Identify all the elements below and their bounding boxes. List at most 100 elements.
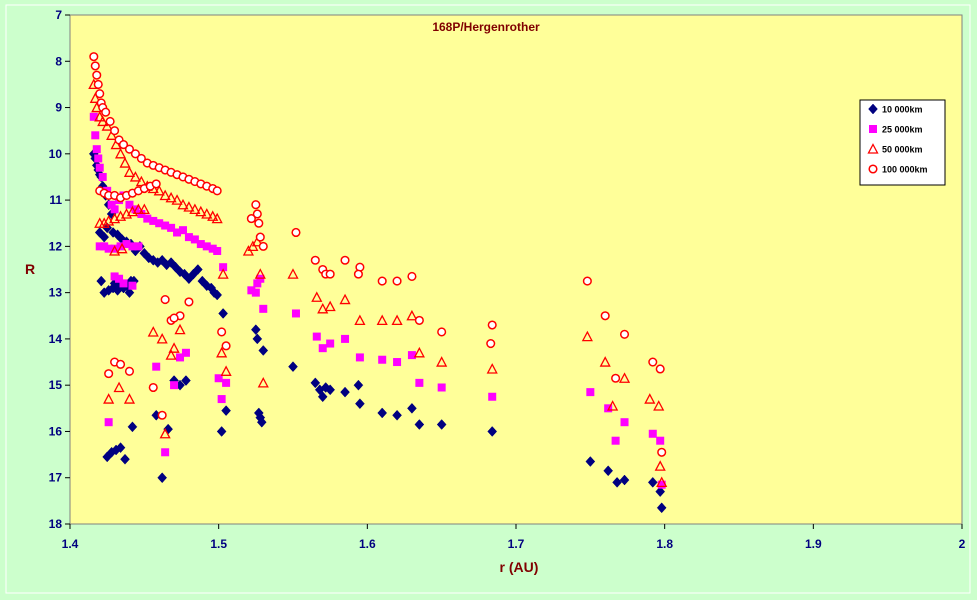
data-point [340,255,350,265]
data-point [217,268,229,279]
data-point [312,332,321,341]
data-point [291,309,300,318]
data-point [94,110,106,122]
data-point [221,341,231,351]
data-point [110,126,120,136]
data-point [219,263,228,272]
data-point [612,476,622,488]
data-point [125,200,134,209]
data-point [189,203,201,214]
data-point [353,379,364,391]
x-axis-ticks: 1.4 1.5 1.6 1.7 1.8 1.9 2 [62,524,966,551]
legend-label: 100 000km [882,165,928,175]
data-point [113,381,125,393]
data-point [190,235,199,244]
data-point [155,219,164,228]
data-point [252,333,263,345]
data-point [324,300,336,312]
data-point [167,223,176,232]
data-point [101,107,111,117]
data-point [119,279,128,288]
data-point [114,147,127,159]
x-tick-label: 1.4 [62,537,79,551]
data-point [317,302,329,314]
y-tick-label: 7 [55,8,62,22]
data-point [153,184,165,196]
data-point [377,407,388,419]
data-point [486,363,498,374]
data-point [174,323,186,335]
data-point [415,378,424,387]
data-point [251,200,261,210]
y-tick-label: 11 [49,193,62,207]
data-point [89,112,98,121]
data-point [151,179,161,189]
data-point [98,172,107,181]
data-point [110,272,119,281]
y-tick-label: 15 [49,378,63,392]
data-point [648,357,658,367]
data-point [120,453,130,465]
y-tick-label: 8 [55,54,62,68]
data-point [98,217,110,228]
data-point [157,410,167,420]
data-point [611,436,620,445]
data-point [184,233,193,242]
data-point [103,393,115,404]
data-point [376,314,388,326]
legend-label: 50 000km [882,145,923,155]
data-point [655,486,666,497]
data-point [147,326,159,337]
data-point [255,232,265,242]
series-1 [89,112,666,489]
data-point [288,361,298,373]
data-point [644,393,656,404]
data-point [317,391,328,403]
data-point [89,52,99,62]
data-point [138,203,150,214]
chart-title: 168P/Hergenrother [432,20,540,34]
data-point [178,226,187,235]
data-point [414,315,424,325]
data-point [437,383,446,392]
data-point [211,212,223,224]
data-point [160,295,170,305]
data-point [586,388,595,397]
data-point [656,502,667,514]
data-point [341,334,350,343]
data-point [291,227,301,238]
data-point [355,398,365,410]
data-point [176,353,185,362]
data-point [159,427,171,439]
data-point [116,242,128,254]
data-point [340,386,350,398]
data-point [256,416,267,428]
data-point [414,419,425,430]
data-point [202,242,211,251]
data-point [600,311,610,321]
data-point [407,402,417,414]
data-point [130,149,140,159]
y-tick-label: 18 [49,517,63,531]
data-point [618,372,631,383]
y-tick-label: 13 [49,286,63,300]
data-points [88,52,668,514]
x-tick-label: 1.7 [508,537,525,551]
data-point [406,309,418,321]
data-point [258,241,268,251]
data-point [392,276,402,286]
data-point [177,198,189,210]
data-point [90,61,100,71]
data-point [165,191,177,203]
data-point [107,200,116,209]
data-point [94,154,103,163]
data-point [220,365,232,376]
data-point [115,359,126,369]
data-point [611,373,621,383]
data-point [213,246,222,255]
data-point [318,344,327,353]
data-point [207,210,219,221]
legend-marker [868,103,878,115]
data-point [152,362,161,371]
